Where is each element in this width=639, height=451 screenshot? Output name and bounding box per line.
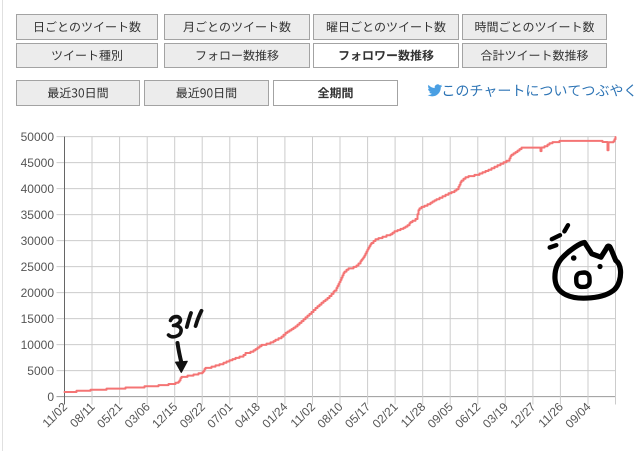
svg-text:03/19: 03/19 <box>480 399 511 430</box>
svg-text:5000: 5000 <box>27 364 54 378</box>
svg-text:45000: 45000 <box>21 156 55 170</box>
svg-text:11/02: 11/02 <box>288 399 319 430</box>
svg-text:09/04: 09/04 <box>562 399 593 430</box>
svg-text:08/11: 08/11 <box>67 399 98 430</box>
svg-text:30000: 30000 <box>21 234 55 248</box>
svg-text:11/26: 11/26 <box>536 399 567 430</box>
svg-text:05/21: 05/21 <box>94 399 125 430</box>
svg-text:01/24: 01/24 <box>259 399 290 430</box>
svg-text:40000: 40000 <box>21 182 55 196</box>
svg-text:05/17: 05/17 <box>342 399 373 430</box>
svg-text:35000: 35000 <box>21 208 55 222</box>
svg-text:06/12: 06/12 <box>452 399 483 430</box>
svg-text:15000: 15000 <box>21 312 55 326</box>
svg-text:09/05: 09/05 <box>425 399 456 430</box>
svg-text:25000: 25000 <box>21 260 55 274</box>
svg-text:10000: 10000 <box>21 338 55 352</box>
svg-text:50000: 50000 <box>21 130 55 144</box>
svg-text:12/27: 12/27 <box>507 399 538 430</box>
svg-text:04/18: 04/18 <box>232 399 263 430</box>
svg-text:03/06: 03/06 <box>122 399 153 430</box>
svg-text:20000: 20000 <box>21 286 55 300</box>
svg-text:11/02: 11/02 <box>40 399 71 430</box>
svg-text:07/01: 07/01 <box>204 399 235 430</box>
svg-text:12/15: 12/15 <box>149 399 180 430</box>
svg-text:11/28: 11/28 <box>398 399 429 430</box>
svg-text:08/10: 08/10 <box>314 399 345 430</box>
svg-text:09/22: 09/22 <box>177 399 208 430</box>
svg-text:02/21: 02/21 <box>370 399 401 430</box>
svg-text:0: 0 <box>47 390 54 404</box>
